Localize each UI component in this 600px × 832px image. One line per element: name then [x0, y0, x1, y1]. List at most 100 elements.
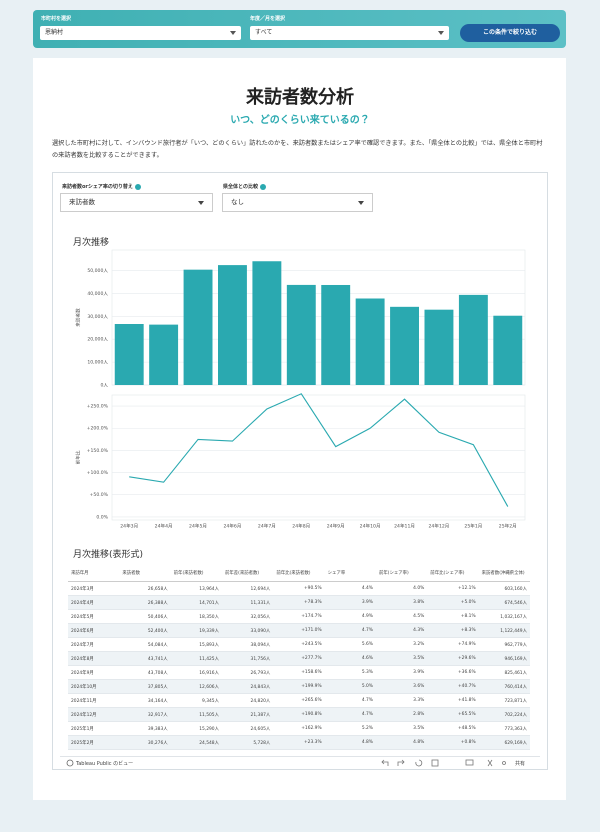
table-row: 2024年3月 26,658人 13,964人 12,694人 +90.5% 4.4% 4.… — [68, 581, 530, 596]
table-cell: 4.8% — [375, 735, 428, 750]
table-cell: 674,546人 — [478, 595, 530, 610]
table-cell: 5.2% — [324, 721, 376, 736]
control-dropdown[interactable]: 来訪者数 — [60, 193, 213, 212]
bar — [149, 324, 179, 385]
table-cell: 2024年10月 — [68, 679, 120, 694]
table-cell: +74.9% — [427, 637, 479, 652]
table-cell: +162.9% — [273, 721, 325, 736]
table-cell: 11,331人 — [221, 595, 274, 610]
table-cell: +199.9% — [273, 679, 325, 694]
table-cell: 4.7% — [324, 707, 376, 722]
table-cell: 4.8% — [324, 735, 376, 750]
footer-source[interactable]: Tableau Public のビュー — [76, 761, 134, 767]
table-row: 2024年9月 43,708人 16,916人 26,793人 +158.6% 5.3% 3… — [68, 665, 530, 680]
filter-button[interactable]: この条件で絞り込む — [460, 24, 560, 42]
table-cell: 3.2% — [375, 637, 428, 652]
x-tick-label: 25年1月 — [464, 523, 482, 530]
help-icon[interactable] — [134, 183, 141, 190]
table-cell: 2024年5月 — [68, 609, 120, 624]
table-cell: 3.5% — [375, 721, 428, 736]
table-cell: 32,917人 — [119, 707, 171, 722]
y-tick-label: +250.0% — [87, 404, 109, 410]
table-cell: 1,122,449人 — [478, 623, 530, 638]
table-row: 2024年11月 34,164人 9,345人 24,820人 +265.6% 4.7% 3… — [68, 693, 530, 708]
table-cell: +12.1% — [427, 581, 479, 596]
table-cell: 38,094人 — [221, 637, 274, 652]
share-button[interactable]: 共有 — [515, 761, 526, 767]
table-cell: 9,345人 — [170, 693, 222, 708]
column-header: 前年比(シェア率) — [427, 565, 479, 582]
table-cell: 3.9% — [324, 595, 376, 610]
table-cell: 18,350人 — [170, 609, 222, 624]
page-title: 来訪者数分析 — [246, 87, 354, 108]
control-dropdown[interactable]: なし — [222, 193, 373, 212]
footer-divider — [60, 756, 540, 757]
table-cell: 760,414人 — [478, 679, 530, 694]
column-header: 前年比(来訪者数) — [273, 565, 325, 582]
table-cell: 26,388人 — [119, 595, 171, 610]
table-cell: 3.5% — [375, 651, 428, 666]
column-header: 前年(シェア率) — [375, 565, 428, 582]
page-subtitle: いつ、どのくらい来ているの？ — [230, 115, 370, 126]
table-cell: 825,461人 — [478, 665, 530, 680]
control-label-text: 来訪者数orシェア率の切り替え — [62, 184, 133, 190]
table-cell: +243.5% — [273, 637, 325, 652]
table-cell: 1,032,167人 — [478, 609, 530, 624]
column-header: シェア率 — [324, 565, 376, 582]
table-cell: 773,363人 — [478, 721, 530, 736]
table-cell: 11,505人 — [170, 707, 222, 722]
table-cell: 14,701人 — [170, 595, 222, 610]
table-cell: 4.3% — [375, 623, 428, 638]
table-cell: 37,805人 — [119, 679, 171, 694]
table-cell: 5.6% — [324, 637, 376, 652]
table-cell: 12,694人 — [221, 581, 274, 596]
description: 選択した市町村に対して、インバウンド旅行者が「いつ、どのくらい」訪れたのかを、来… — [52, 140, 543, 159]
y-tick-label: +150.0% — [87, 448, 109, 454]
bar — [355, 298, 385, 385]
chart-title: 月次推移 — [73, 238, 110, 248]
y-tick-label: +50.0% — [90, 492, 109, 498]
bar — [321, 284, 351, 385]
table-cell: 2024年3月 — [68, 581, 120, 596]
table-cell: 4.7% — [324, 693, 376, 708]
table-cell: +48.5% — [427, 721, 479, 736]
column-header: 来訪年月 — [68, 565, 120, 582]
y-axis-title: 前年比 — [75, 450, 82, 464]
control-label: 来訪者数orシェア率の切り替え — [62, 183, 141, 190]
table-cell: 24,548人 — [170, 735, 222, 750]
table-cell: 4.7% — [324, 623, 376, 638]
table-cell: 4.5% — [375, 609, 428, 624]
y-tick-label: 10,000人 — [87, 360, 108, 366]
table-cell: 43,741人 — [119, 651, 171, 666]
x-tick-label: 24年11月 — [394, 523, 415, 530]
help-icon[interactable] — [259, 183, 266, 190]
table-cell: 629,169人 — [478, 735, 530, 750]
table-cell: 19,339人 — [170, 623, 222, 638]
table-cell: 13,964人 — [170, 581, 222, 596]
x-tick-label: 24年9月 — [327, 523, 345, 530]
tableau-icon — [66, 759, 74, 767]
table-cell: 2.8% — [375, 707, 428, 722]
table-cell: 4.6% — [324, 651, 376, 666]
x-tick-label: 24年12月 — [429, 523, 450, 530]
y-tick-label: 0.0% — [96, 514, 108, 520]
line — [129, 393, 509, 507]
table-row: 2024年12月 32,917人 11,505人 21,387人 +190.8% 4.7%… — [68, 707, 530, 722]
table-cell: 702,224人 — [478, 707, 530, 722]
x-tick-label: 24年3月 — [120, 523, 138, 530]
table-cell: 15,893人 — [170, 637, 222, 652]
filter-dropdown[interactable]: すべて — [250, 26, 449, 40]
table-cell: 4.4% — [324, 581, 376, 596]
table-row: 2025年2月 30,276人 24,548人 5,728人 +23.3% 4.8% 4.8… — [68, 735, 530, 750]
bar — [114, 324, 144, 385]
bar — [286, 284, 316, 385]
x-tick-label: 25年2月 — [499, 523, 517, 530]
filter-dropdown[interactable]: 恩納村 — [40, 26, 241, 40]
table-cell: +265.6% — [273, 693, 325, 708]
table-cell: +277.7% — [273, 651, 325, 666]
data-table: 来訪年月 来訪者数 前年(来訪者数) 前年差(来訪者数) 前年比(来訪者数) シェア率 前年… — [68, 565, 530, 750]
table-cell: 962,779人 — [478, 637, 530, 652]
y-tick-label: 40,000人 — [87, 291, 108, 297]
